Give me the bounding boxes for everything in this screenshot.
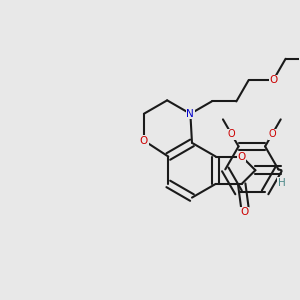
Text: O: O	[238, 152, 246, 161]
Text: O: O	[268, 129, 276, 139]
Text: N: N	[187, 109, 194, 119]
Text: H: H	[278, 178, 285, 188]
Text: O: O	[241, 207, 249, 217]
Text: O: O	[269, 75, 278, 85]
Text: O: O	[228, 129, 235, 139]
Text: O: O	[140, 136, 148, 146]
